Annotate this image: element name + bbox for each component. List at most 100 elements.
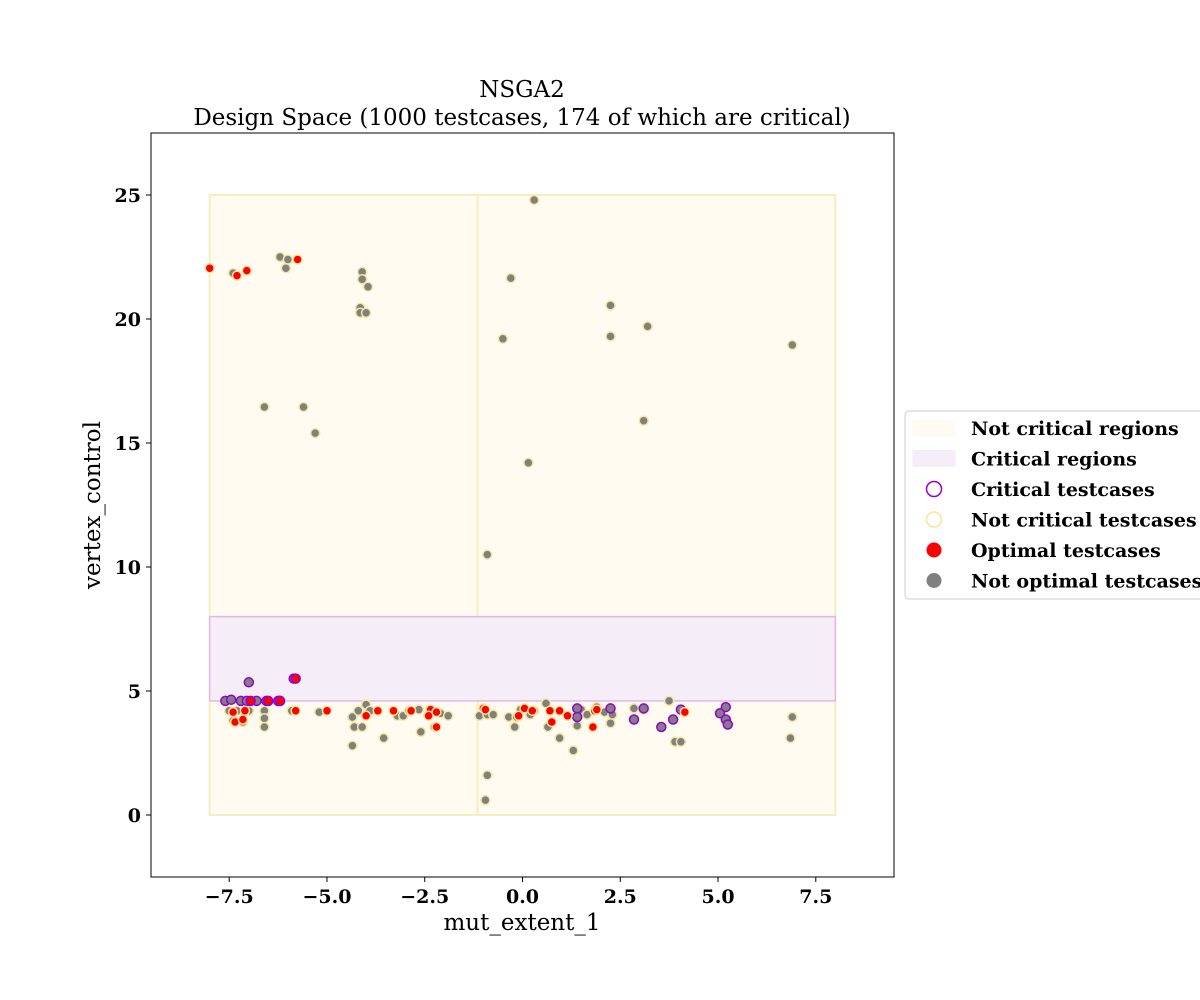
- testcase-not-critical-not-optimal: [528, 194, 540, 206]
- testcase-not-critical-not-optimal: [628, 703, 640, 714]
- x-tick-label: 5.0: [701, 886, 734, 908]
- legend-label: Not optimal testcases: [971, 571, 1200, 593]
- x-tick-label: 2.5: [604, 886, 637, 908]
- y-tick-label: 15: [115, 433, 141, 455]
- testcase-not-critical-optimal: [241, 265, 253, 276]
- testcase-not-critical-not-optimal: [298, 401, 309, 413]
- legend-label: Critical testcases: [971, 479, 1155, 501]
- testcase-not-critical-not-optimal: [280, 262, 292, 274]
- legend-swatch-not-critical-region: [912, 419, 956, 437]
- testcase-not-critical-not-optimal: [505, 272, 517, 284]
- legend-entries: Not critical regions Critical regions Crit…: [912, 418, 1200, 593]
- testcase-not-critical-not-optimal: [605, 331, 616, 342]
- testcase-not-critical-not-optimal: [675, 736, 687, 748]
- testcase-not-critical-not-optimal: [482, 549, 493, 560]
- legend-marker-not-critical: [925, 511, 943, 528]
- not-critical-region-1: [476, 194, 837, 816]
- testcase-not-critical-not-optimal: [523, 457, 534, 469]
- testcase-critical-not-optimal: [243, 677, 255, 688]
- regions-layer: [208, 194, 837, 816]
- testcase-not-critical-not-optimal: [571, 720, 583, 731]
- testcase-critical-not-optimal: [638, 703, 649, 714]
- testcase-not-critical-not-optimal: [309, 427, 321, 439]
- testcase-critical-not-optimal: [225, 694, 237, 705]
- testcase-not-critical-optimal: [591, 704, 603, 715]
- testcase-not-critical-optimal: [231, 270, 243, 281]
- testcase-not-critical-optimal: [239, 705, 251, 717]
- testcase-not-critical-not-optimal: [378, 732, 389, 744]
- testcase-not-critical-not-optimal: [360, 307, 372, 319]
- testcase-not-critical-not-optimal: [787, 339, 798, 351]
- testcase-not-critical-not-optimal: [362, 281, 374, 293]
- legend-swatch-critical-region: [912, 450, 956, 467]
- testcase-not-critical-not-optimal: [787, 711, 798, 723]
- points-layer: [204, 194, 798, 806]
- x-axis-label: mut_extent_1: [444, 910, 601, 936]
- testcase-not-critical-optimal: [292, 254, 303, 265]
- testcase-not-critical-not-optimal: [487, 709, 499, 720]
- x-tick-label: −7.5: [205, 886, 254, 908]
- testcase-not-critical-not-optimal: [509, 721, 520, 733]
- testcase-critical-optimal: [263, 695, 274, 707]
- testcase-not-critical-not-optimal: [642, 321, 653, 332]
- testcase-not-critical-optimal: [204, 262, 215, 274]
- legend-label: Critical regions: [971, 449, 1137, 471]
- testcase-not-critical-not-optimal: [356, 721, 368, 733]
- testcase-not-critical-not-optimal: [663, 695, 675, 707]
- testcase-not-critical-not-optimal: [497, 333, 509, 345]
- testcase-not-critical-optimal: [554, 705, 565, 717]
- testcase-not-critical-not-optimal: [353, 705, 364, 717]
- testcase-critical-optimal: [245, 695, 256, 707]
- testcase-not-critical-optimal: [679, 706, 691, 718]
- testcase-not-critical-not-optimal: [638, 415, 649, 426]
- chart-title: NSGA2: [479, 77, 565, 103]
- testcase-critical-not-optimal: [628, 714, 640, 725]
- testcase-not-critical-not-optimal: [785, 732, 796, 744]
- testcase-not-critical-not-optimal: [554, 732, 565, 744]
- testcase-not-critical-not-optimal: [282, 254, 294, 265]
- testcase-not-critical-optimal: [562, 710, 573, 722]
- testcase-critical-not-optimal: [722, 719, 734, 730]
- testcase-not-critical-optimal: [227, 706, 239, 718]
- testcase-not-critical-not-optimal: [259, 721, 270, 733]
- plot-area: −7.5 −5.0 −2.5 0.0 2.5 5.0 7.5 0 5 10 15 20 25: [115, 132, 895, 908]
- x-tick-label: 0.0: [506, 886, 539, 908]
- testcase-critical-optimal: [290, 673, 301, 684]
- testcase-not-critical-not-optimal: [415, 726, 427, 738]
- legend-marker-critical: [925, 480, 943, 498]
- testcase-not-critical-not-optimal: [259, 713, 270, 724]
- testcase-not-critical-optimal: [544, 705, 556, 717]
- testcase-not-critical-optimal: [372, 705, 384, 717]
- testcase-critical-not-optimal: [714, 708, 726, 719]
- y-tick-label: 20: [115, 309, 141, 331]
- testcase-not-critical-not-optimal: [482, 770, 493, 781]
- testcase-not-critical-optimal: [431, 721, 442, 733]
- testcase-critical-not-optimal: [571, 711, 583, 723]
- y-tick-label: 25: [115, 185, 141, 207]
- testcase-not-critical-optimal: [513, 710, 524, 722]
- testcase-not-critical-optimal: [360, 710, 372, 722]
- legend-label: Not critical testcases: [971, 510, 1197, 532]
- testcase-not-critical-not-optimal: [442, 710, 454, 722]
- y-axis-label: vertex_control: [80, 421, 106, 590]
- testcase-critical-not-optimal: [571, 703, 583, 714]
- testcase-not-critical-optimal: [237, 714, 249, 725]
- testcase-not-critical-optimal: [587, 721, 599, 733]
- y-axis-ticks: 0 5 10 15 20 25: [115, 185, 151, 827]
- testcase-not-critical-not-optimal: [347, 711, 358, 723]
- legend-marker-not-optimal: [926, 573, 942, 588]
- y-tick-label: 10: [115, 557, 141, 579]
- testcase-not-critical-optimal: [321, 705, 333, 717]
- legend-frame: [904, 410, 1200, 600]
- testcase-critical-not-optimal: [667, 714, 679, 725]
- y-tick-label: 5: [128, 681, 141, 703]
- testcase-not-critical-optimal: [527, 705, 538, 717]
- testcase-critical-not-optimal: [656, 721, 667, 733]
- legend-label: Optimal testcases: [971, 540, 1161, 562]
- testcase-not-critical-optimal: [546, 716, 558, 728]
- testcase-not-critical-not-optimal: [356, 274, 368, 285]
- testcase-critical-not-optimal: [720, 701, 732, 713]
- testcase-not-critical-not-optimal: [605, 300, 616, 311]
- testcase-not-critical-optimal: [290, 705, 301, 717]
